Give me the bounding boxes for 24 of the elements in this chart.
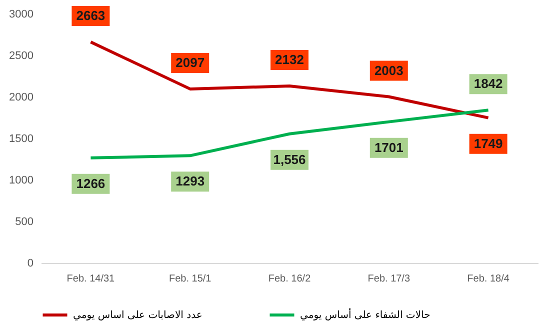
legend-label: عدد الاصابات على اساس يومي xyxy=(73,310,202,321)
data-label: 1266 xyxy=(76,176,106,191)
x-tick-label: Feb. 17/3 xyxy=(368,274,410,284)
x-tick-label: Feb. 16/2 xyxy=(268,274,312,284)
y-tick-label: 1500 xyxy=(9,133,34,145)
data-label: 1701 xyxy=(374,140,404,155)
data-label: 1842 xyxy=(474,76,503,92)
x-tick-label: Feb. 15/1 xyxy=(168,274,212,284)
data-label: 2663 xyxy=(76,8,106,23)
x-tick-label: Feb. 14/31 xyxy=(66,274,116,284)
data-label: 2097 xyxy=(176,54,205,70)
data-label: 2003 xyxy=(374,62,404,78)
legend-label: حالات الشفاء على أساس يومي xyxy=(300,308,430,321)
y-tick-label: 2500 xyxy=(9,50,34,62)
data-label: 1,556 xyxy=(273,152,306,167)
data-label: 1749 xyxy=(474,136,503,151)
y-tick-label: 500 xyxy=(15,216,34,228)
y-tick-label: 3000 xyxy=(9,8,34,20)
data-label: 1293 xyxy=(176,174,205,189)
y-tick-label: 1000 xyxy=(9,174,34,186)
data-label: 2132 xyxy=(275,52,304,68)
y-tick-label: 0 xyxy=(27,258,34,270)
y-tick-label: 2000 xyxy=(9,92,34,104)
x-tick-label: Feb. 18/4 xyxy=(467,274,510,284)
